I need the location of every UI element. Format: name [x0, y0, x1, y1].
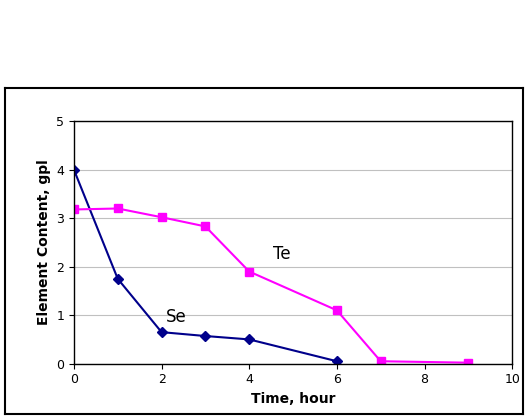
Text: Se: Se — [166, 308, 187, 326]
Text: Te: Te — [274, 245, 291, 263]
Y-axis label: Element Content, gpl: Element Content, gpl — [36, 160, 51, 325]
X-axis label: Time, hour: Time, hour — [251, 392, 335, 406]
